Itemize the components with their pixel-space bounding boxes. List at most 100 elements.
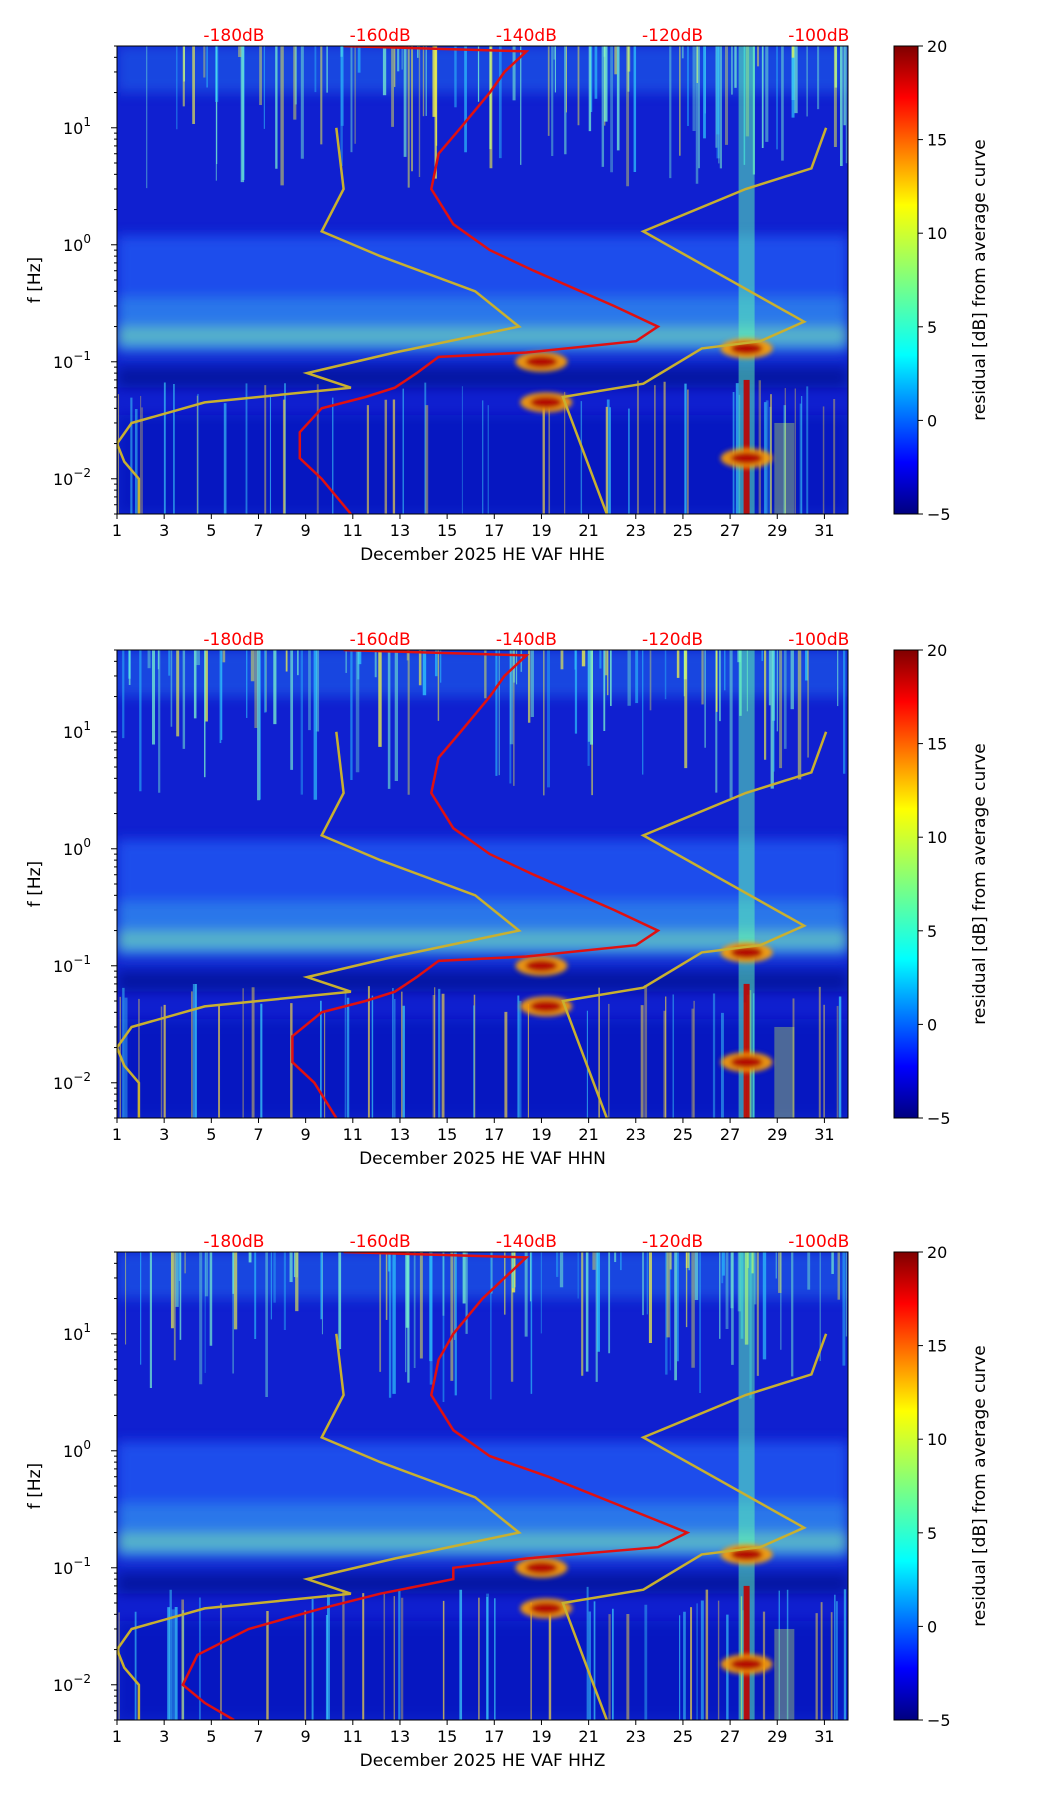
y-tick-label: 101 xyxy=(63,719,91,742)
y-tick-label: 10−2 xyxy=(53,1672,91,1695)
colorbar-tick-label: 10 xyxy=(927,224,947,243)
band-long-period xyxy=(117,1019,848,1118)
x-tick-label: 9 xyxy=(301,1727,311,1746)
yellow-curve-right xyxy=(561,731,828,1118)
x-tick-label: 1 xyxy=(112,1727,122,1746)
heatmap-bright-column xyxy=(774,1628,795,1720)
plot-area xyxy=(117,1252,848,1720)
band-microseism-peak xyxy=(117,930,848,949)
x-tick-label: 15 xyxy=(437,1727,457,1746)
heatmap-streaks xyxy=(117,46,848,514)
x-tick-label: 27 xyxy=(720,1727,740,1746)
x-tick-label: 29 xyxy=(767,521,787,540)
top-db-label: -120dB xyxy=(642,630,703,650)
x-tick-label: 31 xyxy=(814,1727,834,1746)
plot-area xyxy=(117,46,848,514)
x-tick-label: 31 xyxy=(814,1125,834,1144)
band-microseism-peak xyxy=(117,326,848,345)
x-tick-label: 15 xyxy=(437,521,457,540)
band-high-freq xyxy=(117,1252,848,1299)
x-tick-label: 11 xyxy=(343,1125,363,1144)
x-tick-label: 5 xyxy=(206,521,216,540)
x-tick-label: 29 xyxy=(767,1727,787,1746)
x-tick-label: 7 xyxy=(253,1727,263,1746)
heatmap-bright-column xyxy=(774,422,795,514)
colorbar-tick-label: 15 xyxy=(927,1337,947,1356)
x-tick-label: 3 xyxy=(159,1125,169,1144)
x-tick-label: 19 xyxy=(531,521,551,540)
y-axis-label: f [Hz] xyxy=(25,257,45,303)
colorbar-tick-label: 0 xyxy=(927,1015,937,1034)
hot-spot-core xyxy=(530,1000,563,1013)
hot-spot-core xyxy=(525,959,558,972)
y-tick-label: 101 xyxy=(63,1321,91,1344)
hot-spot-core xyxy=(525,1561,558,1574)
x-tick-label: 1 xyxy=(112,521,122,540)
y-axis-label: f [Hz] xyxy=(25,861,45,907)
colorbar-tick-label: 10 xyxy=(927,1430,947,1449)
heatmap-bands xyxy=(117,46,848,514)
x-tick-label: 13 xyxy=(390,1727,410,1746)
colorbar-tick-label: −5 xyxy=(927,505,951,524)
x-tick-label: 15 xyxy=(437,1125,457,1144)
x-tick-label: 25 xyxy=(673,1125,693,1144)
colorbar-tick-label: 5 xyxy=(927,922,937,941)
x-axis-label: December 2025 HE VAF HHN xyxy=(359,1149,606,1169)
hot-spot-core xyxy=(730,1548,763,1561)
colorbar-tick-label: 15 xyxy=(927,131,947,150)
colorbar-tick-label: 0 xyxy=(927,411,937,430)
colorbar-label: residual [dB] from average curve xyxy=(970,743,990,1024)
x-tick-label: 17 xyxy=(484,1727,504,1746)
x-tick-label: 1 xyxy=(112,1125,122,1144)
top-db-label: -120dB xyxy=(642,26,703,46)
hot-spot-core xyxy=(730,342,763,355)
x-axis-label: December 2025 HE VAF HHZ xyxy=(360,1751,606,1771)
x-tick-label: 3 xyxy=(159,521,169,540)
top-db-label: -160dB xyxy=(350,26,411,46)
x-tick-label: 29 xyxy=(767,1125,787,1144)
x-tick-label: 21 xyxy=(578,1125,598,1144)
x-tick-label: 3 xyxy=(159,1727,169,1746)
colorbar-label: residual [dB] from average curve xyxy=(970,139,990,420)
x-tick-label: 13 xyxy=(390,521,410,540)
y-tick-label: 101 xyxy=(63,115,91,138)
colorbar-tick-label: 0 xyxy=(927,1617,937,1636)
top-db-label: -160dB xyxy=(350,1232,411,1252)
colorbar-tick-label: −5 xyxy=(927,1711,951,1730)
hot-spot-core xyxy=(525,355,558,368)
y-tick-label: 10−2 xyxy=(53,466,91,489)
x-tick-label: 19 xyxy=(531,1125,551,1144)
x-tick-label: 11 xyxy=(343,521,363,540)
band-dark-low xyxy=(117,1573,848,1594)
hot-spot-core xyxy=(530,1602,563,1615)
colorbar-tick-label: 5 xyxy=(927,318,937,337)
colorbar-tick-label: 15 xyxy=(927,735,947,754)
band-microseism-peak xyxy=(117,1532,848,1551)
band-dark-low xyxy=(117,971,848,992)
hot-spot-core xyxy=(730,452,763,465)
yellow-curve-right xyxy=(561,127,828,514)
x-tick-label: 27 xyxy=(720,1125,740,1144)
y-tick-label: 10−1 xyxy=(53,1555,91,1578)
band-high-freq xyxy=(117,650,848,697)
y-tick-label: 100 xyxy=(63,1438,91,1461)
x-axis-label: December 2025 HE VAF HHE xyxy=(360,545,605,565)
top-db-label: -100dB xyxy=(788,630,849,650)
heatmap-bands xyxy=(117,650,848,1118)
heatmap-bright-column xyxy=(774,1026,795,1118)
x-tick-label: 19 xyxy=(531,1727,551,1746)
heatmap-red-column xyxy=(743,1585,750,1720)
x-tick-label: 5 xyxy=(206,1727,216,1746)
heatmap-hot-spots xyxy=(515,1544,773,1675)
x-tick-label: 17 xyxy=(484,521,504,540)
top-db-label: -180dB xyxy=(203,630,264,650)
x-tick-label: 21 xyxy=(578,521,598,540)
top-db-label: -140dB xyxy=(496,630,557,650)
x-tick-label: 31 xyxy=(814,521,834,540)
heatmap-streaks xyxy=(118,1252,847,1720)
colorbar-tick-label: 20 xyxy=(927,641,947,660)
band-long-period xyxy=(117,415,848,514)
x-tick-label: 21 xyxy=(578,1727,598,1746)
colorbar xyxy=(893,1251,919,1721)
